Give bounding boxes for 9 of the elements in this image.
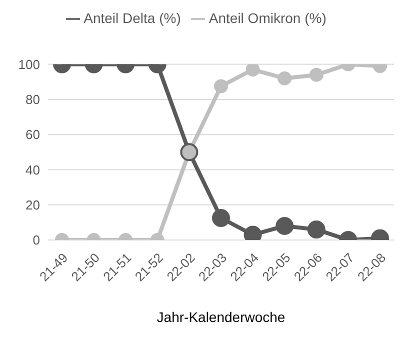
y-tick-label: 100 — [18, 56, 40, 72]
y-tick-label: 40 — [26, 162, 40, 178]
legend-label: Anteil Omikron (%) — [208, 10, 326, 26]
y-tick-label: 60 — [26, 127, 40, 142]
legend-label: Anteil Delta (%) — [84, 10, 181, 26]
y-tick-label: 20 — [26, 197, 40, 212]
y-tick-label: 0 — [32, 232, 40, 248]
x-axis-title: Jahr-Kalenderwoche — [156, 309, 286, 325]
y-tick-label: 80 — [26, 92, 40, 108]
